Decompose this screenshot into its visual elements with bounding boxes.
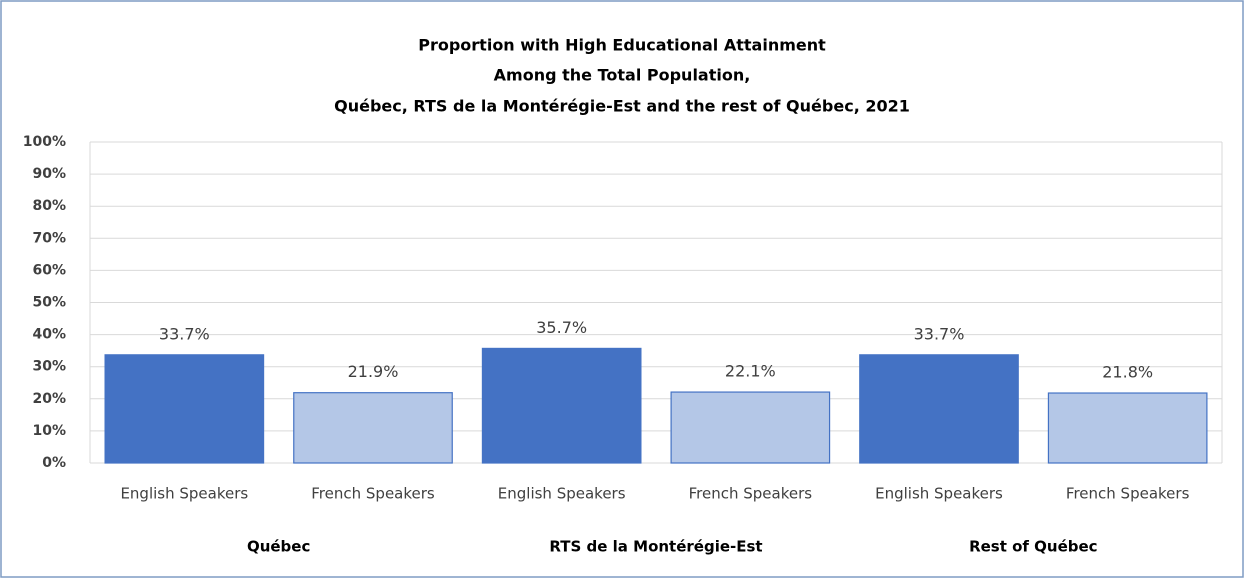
- y-tick-label: 30%: [32, 359, 66, 375]
- chart-title: Proportion with High Educational Attainm…: [418, 36, 826, 55]
- y-tick-label: 100%: [23, 134, 66, 150]
- x-tick-label: French Speakers: [689, 485, 813, 503]
- y-tick-label: 20%: [32, 391, 66, 407]
- value-label: 35.7%: [536, 318, 587, 337]
- group-label: RTS de la Montérégie-Est: [549, 538, 762, 556]
- y-tick-label: 70%: [32, 230, 66, 246]
- x-tick-label: French Speakers: [1066, 485, 1190, 503]
- y-tick-label: 60%: [32, 262, 66, 278]
- bar: [859, 354, 1019, 464]
- x-tick-label: English Speakers: [875, 485, 1003, 503]
- value-label: 21.9%: [348, 362, 399, 381]
- value-label: 33.7%: [159, 324, 210, 343]
- value-label: 33.7%: [914, 324, 965, 343]
- x-tick-label: French Speakers: [311, 485, 435, 503]
- x-tick-label: English Speakers: [120, 485, 248, 503]
- chart-title: Among the Total Population,: [494, 66, 751, 85]
- x-tick-label: English Speakers: [498, 485, 626, 503]
- group-label: Rest of Québec: [969, 538, 1098, 556]
- chart-title: Québec, RTS de la Montérégie-Est and the…: [334, 97, 910, 116]
- bar: [293, 392, 453, 464]
- bar: [481, 347, 642, 464]
- y-tick-label: 90%: [32, 166, 66, 182]
- value-label: 21.8%: [1102, 363, 1153, 382]
- y-tick-label: 40%: [32, 327, 66, 343]
- y-tick-label: 50%: [32, 295, 66, 311]
- group-label: Québec: [247, 538, 310, 556]
- bar: [104, 354, 265, 464]
- bar: [1047, 392, 1208, 464]
- y-tick-label: 10%: [32, 423, 66, 439]
- value-label: 22.1%: [725, 362, 776, 381]
- y-tick-label: 80%: [32, 198, 66, 214]
- bar: [670, 391, 831, 464]
- y-tick-label: 0%: [42, 455, 66, 471]
